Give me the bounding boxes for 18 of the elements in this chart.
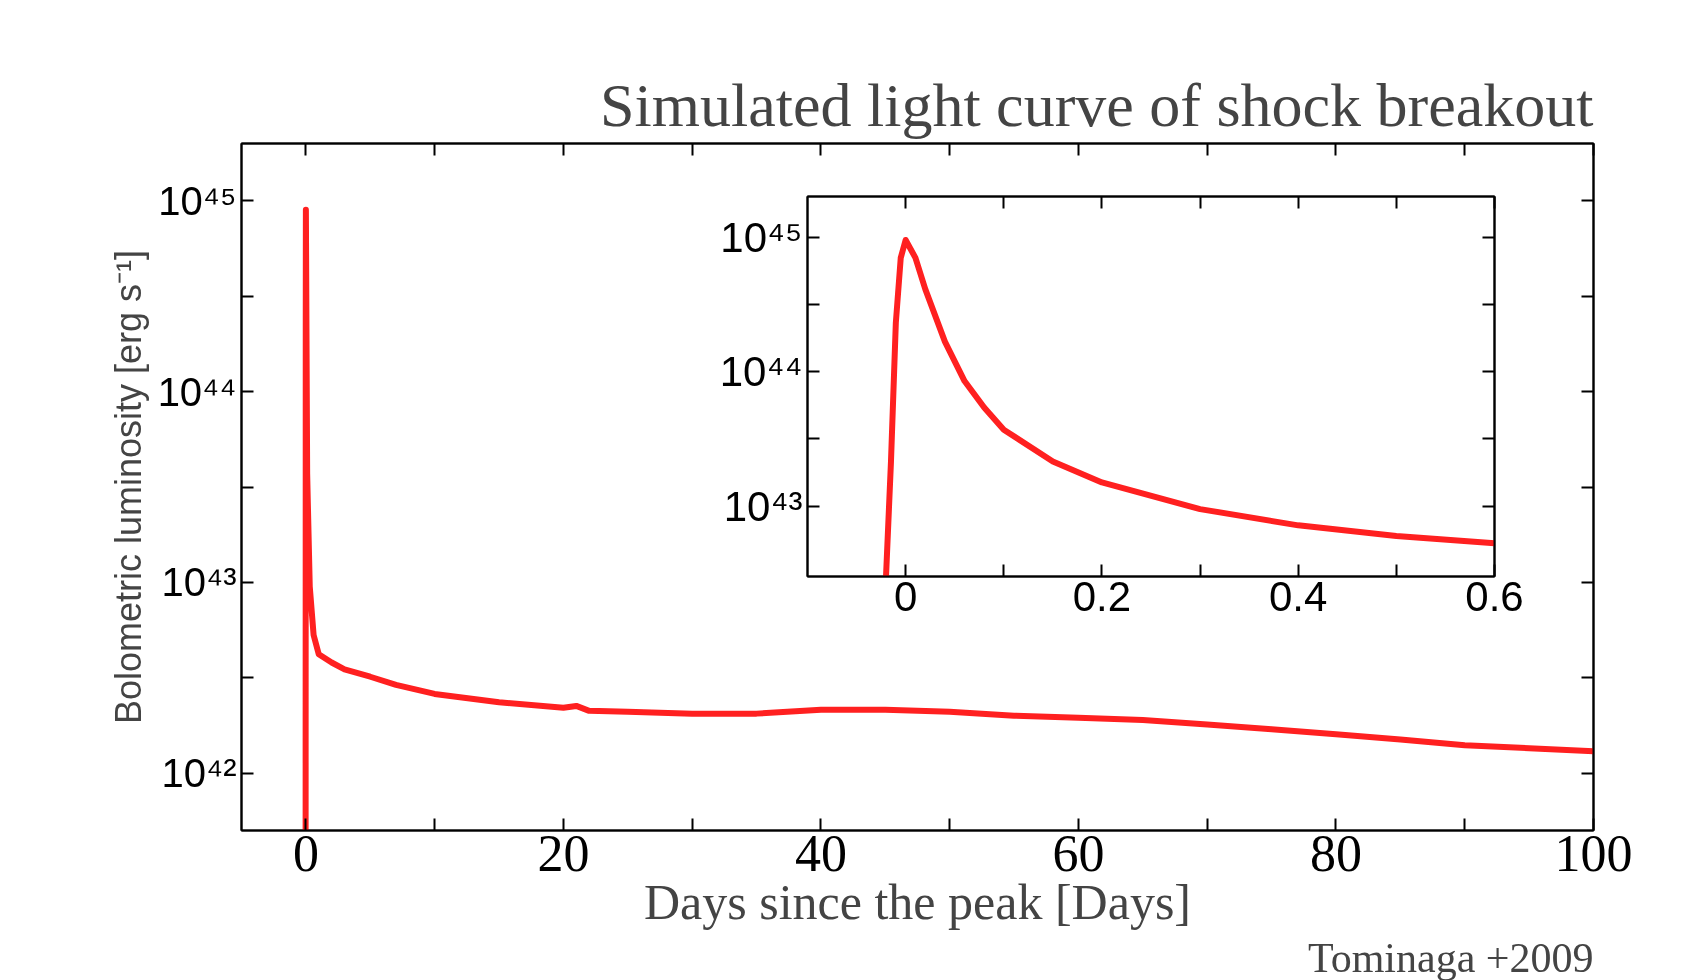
x-tick-label: 0.6 [1465, 572, 1524, 620]
y-tick-label: 10⁴³ [723, 482, 803, 530]
x-tick-label: 0 [893, 572, 918, 620]
x-tick-label: 0 [292, 824, 319, 882]
y-tick-label: 10⁴⁵ [720, 213, 803, 261]
x-tick-label: 20 [537, 824, 590, 882]
y-tick-label: 10⁴⁴ [719, 348, 803, 396]
x-tick-label: 100 [1554, 824, 1633, 882]
y-axis-title: Bolometric luminosity [erg s⁻¹] [107, 249, 149, 725]
x-tick-label: 80 [1309, 824, 1362, 882]
y-tick-label: 10⁴⁴ [157, 369, 237, 414]
y-tick-label: 10⁴⁵ [158, 178, 237, 223]
x-tick-label: 0.2 [1072, 572, 1132, 620]
chart-title: Simulated light curve of shock breakout [600, 70, 1594, 139]
y-tick-label: 10⁴² [161, 751, 237, 796]
y-tick-label: 10⁴³ [161, 560, 237, 605]
text: Tominaga +2009 [1307, 934, 1594, 980]
x-tick-label: 0.4 [1269, 572, 1328, 620]
